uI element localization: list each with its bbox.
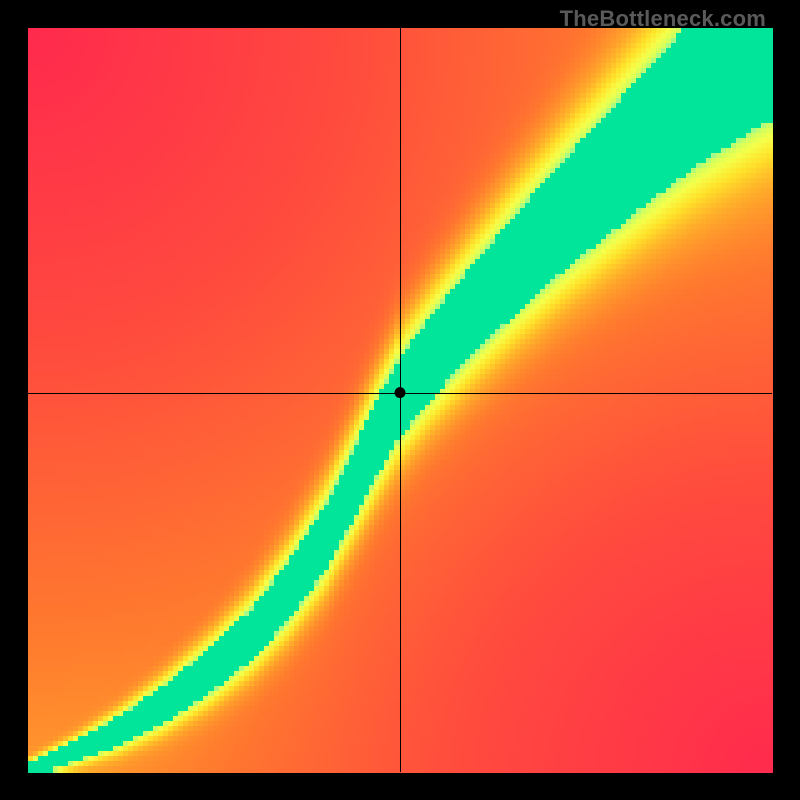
watermark-text: TheBottleneck.com xyxy=(560,6,766,32)
chart-container: TheBottleneck.com xyxy=(0,0,800,800)
bottleneck-heatmap xyxy=(0,0,800,800)
